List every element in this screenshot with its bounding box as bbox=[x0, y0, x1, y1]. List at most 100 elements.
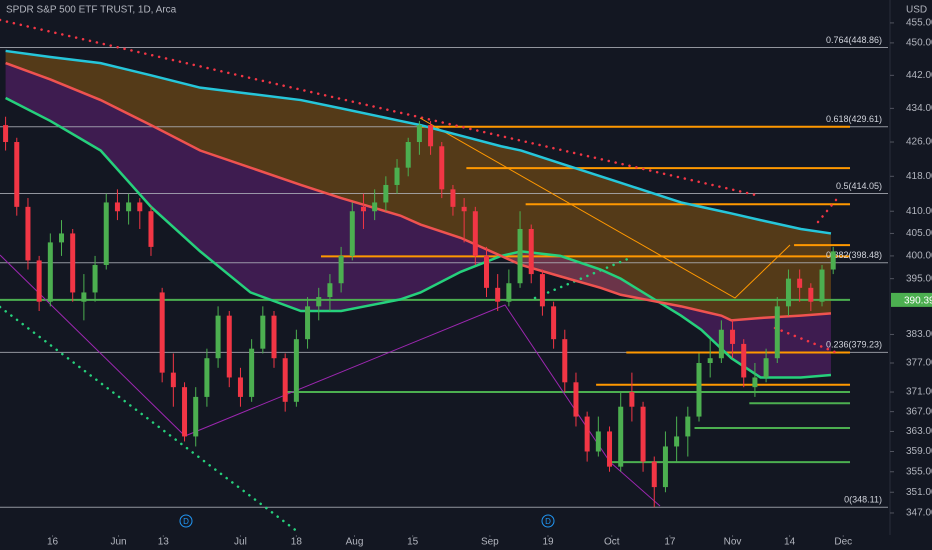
candle-body bbox=[293, 339, 299, 402]
candle-body bbox=[3, 125, 9, 143]
candle-body bbox=[551, 306, 557, 340]
candle-body bbox=[126, 202, 132, 212]
candle-body bbox=[797, 278, 803, 288]
candle-body bbox=[483, 255, 489, 288]
x-tick-label: 15 bbox=[407, 537, 419, 548]
x-tick-label: Oct bbox=[604, 537, 620, 548]
y-tick-label: 442.00 bbox=[906, 70, 932, 81]
x-tick-label: 16 bbox=[47, 537, 59, 548]
candle-body bbox=[584, 416, 590, 452]
price-tag bbox=[891, 292, 932, 307]
candle-body bbox=[14, 142, 20, 207]
candle-body bbox=[405, 142, 411, 168]
candle-body bbox=[674, 436, 680, 447]
moving-average bbox=[5, 61, 832, 322]
candle-body bbox=[774, 306, 780, 359]
y-tick-label: 355.00 bbox=[906, 466, 932, 477]
fib-label: 0(348.11) bbox=[844, 495, 882, 505]
candle-body bbox=[349, 211, 355, 256]
y-tick-label: 351.00 bbox=[906, 487, 932, 498]
ma-fill bbox=[5, 50, 831, 321]
candle-body bbox=[226, 315, 232, 378]
y-tick-label: 410.00 bbox=[906, 206, 932, 217]
y-tick-label: 450.00 bbox=[906, 38, 932, 49]
candle-body bbox=[607, 431, 613, 467]
dotted-trend bbox=[0, 305, 300, 534]
y-tick-label: 455.00 bbox=[906, 18, 932, 29]
chart-title: SPDR S&P 500 ETF TRUST, 1D, Arca bbox=[6, 5, 177, 16]
candle-body bbox=[260, 315, 266, 349]
candle-body bbox=[59, 233, 65, 243]
candle-body bbox=[159, 292, 165, 373]
x-tick-label: Dec bbox=[834, 537, 852, 548]
candle-body bbox=[215, 315, 221, 359]
dotted-trend bbox=[0, 18, 762, 198]
candle-body bbox=[372, 202, 378, 212]
x-tick-label: 14 bbox=[784, 537, 796, 548]
y-tick-label: 367.00 bbox=[906, 406, 932, 417]
candle-body bbox=[237, 377, 243, 397]
candle-body bbox=[92, 264, 98, 293]
y-tick-label: 426.00 bbox=[906, 137, 932, 148]
candle-body bbox=[47, 242, 53, 302]
candle-body bbox=[573, 382, 579, 417]
candle-body bbox=[629, 392, 635, 407]
x-tick-label: 17 bbox=[664, 537, 676, 548]
candle-body bbox=[819, 269, 825, 302]
x-tick-label: Jun bbox=[110, 537, 126, 548]
y-tick-label: 400.00 bbox=[906, 251, 932, 262]
y-tick-label: 359.00 bbox=[906, 446, 932, 457]
price-tag-label: 390.39 bbox=[904, 296, 932, 307]
candle-body bbox=[305, 306, 311, 340]
candle-body bbox=[696, 363, 702, 417]
candle-body bbox=[495, 287, 501, 302]
candle-body bbox=[338, 255, 344, 284]
candle-body bbox=[539, 274, 545, 307]
fib-label: 0.764(448.86) bbox=[826, 35, 882, 45]
y-tick-label: 363.00 bbox=[906, 426, 932, 437]
x-tick-label: 13 bbox=[158, 537, 170, 548]
candle-body bbox=[25, 206, 31, 261]
candle-body bbox=[428, 125, 434, 147]
y-tick-label: 347.00 bbox=[906, 508, 932, 519]
candle-body bbox=[752, 377, 758, 388]
candle-body bbox=[595, 431, 601, 452]
event-label: D bbox=[545, 517, 551, 526]
x-tick-label: 18 bbox=[291, 537, 303, 548]
moving-average bbox=[5, 49, 832, 235]
x-tick-label: Sep bbox=[481, 537, 499, 548]
candle-body bbox=[785, 278, 791, 307]
candle-body bbox=[651, 461, 657, 488]
candle-body bbox=[103, 202, 109, 265]
dotted-trend bbox=[533, 256, 632, 300]
event-icon bbox=[541, 514, 555, 528]
candle-body bbox=[808, 287, 814, 302]
candle-body bbox=[114, 202, 120, 212]
candle-body bbox=[562, 339, 568, 383]
candle-body bbox=[730, 329, 736, 344]
candle-body bbox=[316, 297, 322, 307]
currency: USD bbox=[906, 5, 927, 16]
candle-body bbox=[506, 283, 512, 302]
dotted-trend bbox=[816, 198, 838, 224]
x-tick-label: Aug bbox=[346, 537, 364, 548]
candle-body bbox=[204, 358, 210, 397]
candle-body bbox=[662, 446, 668, 488]
y-tick-label: 395.00 bbox=[906, 273, 932, 284]
candle-body bbox=[472, 211, 478, 256]
candle-body bbox=[249, 348, 255, 397]
candle-body bbox=[327, 283, 333, 298]
candle-body bbox=[618, 406, 624, 467]
x-tick-label: Jul bbox=[234, 537, 247, 548]
candle-body bbox=[282, 358, 288, 402]
candle-body bbox=[416, 125, 422, 143]
y-tick-label: 371.00 bbox=[906, 387, 932, 398]
y-tick-label: 434.00 bbox=[906, 103, 932, 114]
candle-body bbox=[718, 329, 724, 359]
candle-body bbox=[741, 343, 747, 378]
candle-body bbox=[271, 315, 277, 359]
zigzag bbox=[419, 117, 791, 299]
candle-body bbox=[148, 211, 154, 247]
